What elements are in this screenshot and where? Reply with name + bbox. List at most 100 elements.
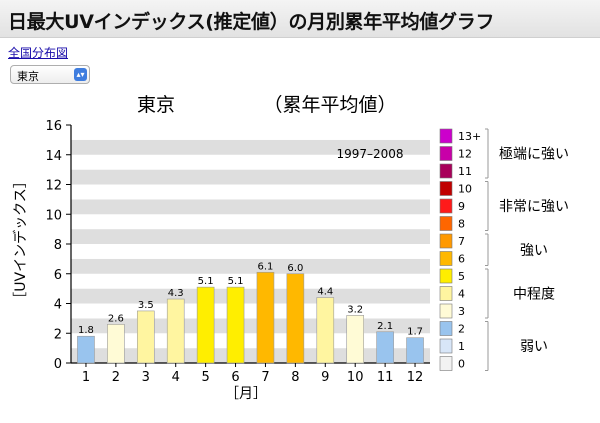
bar [256, 271, 275, 364]
legend-swatch [439, 251, 453, 266]
bar [286, 273, 305, 364]
legend-swatch [439, 163, 453, 179]
legend-swatch [439, 321, 453, 336]
legend-group-label: 強い [520, 243, 548, 259]
bar-value-label: 5.1 [228, 276, 244, 287]
y-axis-label: ［UVインデックス］ [12, 174, 29, 305]
page-title: 日最大UVインデックス(推定値）の月別累年平均値グラフ [8, 11, 495, 33]
legend-swatch [439, 356, 453, 371]
grid-band [71, 303, 430, 319]
x-axis-label: ［月］ [225, 386, 267, 402]
bar-value-label: 1.7 [407, 327, 423, 338]
bar-value-label: 5.1 [198, 276, 214, 287]
grid-band [71, 258, 430, 274]
y-tick-label: 12 [45, 179, 62, 194]
grid-band [71, 318, 430, 334]
bar [406, 337, 424, 364]
x-tick-label: 7 [261, 370, 269, 385]
y-tick-label: 6 [54, 268, 62, 283]
legend-swatch [439, 216, 453, 231]
x-tick-label: 10 [347, 370, 364, 385]
city-select-value: 東京 [17, 70, 39, 83]
legend-swatch [439, 146, 453, 161]
nationwide-map-link[interactable]: 全国分布図 [8, 46, 69, 60]
legend-level-label: 7 [458, 235, 465, 248]
grid-band [71, 184, 430, 200]
legend-swatch [439, 181, 453, 196]
grid-band [71, 169, 430, 185]
y-tick-label: 14 [45, 149, 62, 164]
bar [166, 298, 185, 364]
x-tick-label: 1 [82, 370, 90, 385]
bar [136, 310, 155, 364]
bar-value-label: 6.0 [287, 263, 303, 274]
legend-level-label: 3 [458, 305, 465, 318]
legend-level-label: 10 [458, 183, 472, 196]
legend-level-label: 2 [458, 323, 465, 336]
legend-group-label: 中程度 [513, 287, 555, 303]
grid-band [71, 244, 430, 259]
x-tick-label: 5 [201, 370, 209, 385]
legend-level-label: 8 [458, 218, 465, 231]
x-tick-label: 11 [377, 370, 394, 385]
plot-area: 0 2 4 6 8 10 12 14 16 1.8 1 2.6 2 3.5 3 4.3 4 5.1 5 5.1 6 6.1… [45, 119, 430, 385]
bar-value-label: 6.1 [258, 261, 274, 272]
y-tick-label: 4 [54, 298, 62, 313]
bar-value-label: 2.6 [108, 313, 124, 324]
bar [107, 324, 125, 364]
legend-swatch [439, 128, 453, 144]
bar-value-label: 2.1 [377, 321, 393, 332]
bar [316, 297, 335, 364]
legend-level-label: 0 [458, 358, 465, 371]
grid-band [71, 214, 430, 230]
y-tick-label: 0 [54, 357, 62, 372]
bar [196, 286, 215, 364]
x-tick-label: 3 [142, 370, 150, 385]
chevron-updown-icon: ▴▾ [74, 68, 87, 81]
y-tick-label: 16 [45, 119, 62, 134]
legend-swatch [439, 268, 453, 284]
legend-group-label: 極端に強い [499, 147, 569, 163]
legend-swatch [439, 338, 453, 354]
legend-group-label: 弱い [520, 339, 548, 355]
grid-band [71, 139, 430, 155]
x-tick-label: 6 [231, 370, 239, 385]
x-tick-label: 12 [407, 370, 424, 385]
bar [346, 315, 365, 364]
legend-level-label: 5 [458, 270, 465, 283]
x-tick-label: 2 [112, 370, 120, 385]
legend-swatch [439, 286, 453, 301]
bar-value-label: 4.3 [168, 288, 184, 299]
x-tick-label: 8 [291, 370, 299, 385]
page-header: 日最大UVインデックス(推定値）の月別累年平均値グラフ [0, 0, 600, 38]
bar [226, 286, 245, 364]
grid-band [71, 288, 430, 304]
chart-title-kind: （累年平均値） [263, 94, 396, 116]
legend-level-label: 12 [458, 148, 472, 161]
grid-band [71, 154, 430, 170]
grid-band [71, 199, 430, 215]
grid-band [71, 333, 430, 349]
legend-level-label: 11 [458, 165, 472, 178]
grid-band [71, 348, 430, 363]
city-select[interactable]: 東京 ▴▾ [10, 65, 90, 84]
y-tick-label: 2 [54, 327, 62, 342]
grid-band [71, 273, 430, 289]
bar [376, 331, 394, 364]
bar [77, 335, 95, 364]
legend-swatch [439, 233, 453, 249]
legend-swatch [439, 198, 453, 214]
legend-level-label: 9 [458, 200, 465, 213]
chart-title-city: 東京 [137, 94, 175, 116]
bar-value-label: 3.5 [138, 300, 154, 311]
grid-band [71, 229, 430, 244]
legend-level-label: 4 [458, 288, 465, 301]
bar-value-label: 3.2 [347, 304, 363, 315]
y-tick-label: 10 [45, 208, 62, 223]
x-tick-label: 4 [172, 370, 180, 385]
y-tick-label: 8 [54, 238, 62, 253]
legend-swatch [439, 303, 453, 319]
grid-band [71, 125, 430, 140]
